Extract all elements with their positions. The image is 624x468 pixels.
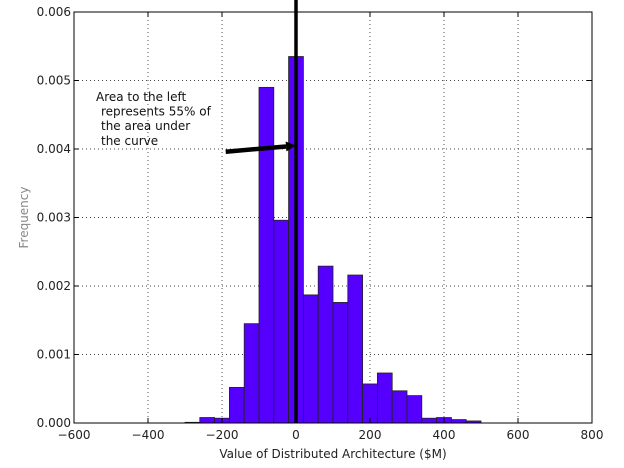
x-tick-label: 400 <box>433 428 456 442</box>
y-tick-label: 0.005 <box>37 74 71 88</box>
annotation-line: Area to the left <box>96 90 187 104</box>
histogram-bar <box>199 417 216 424</box>
x-tick-label: −200 <box>206 428 239 442</box>
x-tick-label: −600 <box>58 428 91 442</box>
x-tick-label: −400 <box>132 428 165 442</box>
x-axis-ticks: −600 −400 −200 0 200 400 600 800 <box>58 12 604 442</box>
x-tick-label: 800 <box>581 428 604 442</box>
annotation-line: represents 55% of <box>101 105 212 119</box>
x-tick-label: 600 <box>507 428 530 442</box>
y-tick-label: 0.002 <box>37 279 71 293</box>
y-tick-label: 0.004 <box>37 142 71 156</box>
histogram-bar <box>302 294 319 424</box>
histogram-bar <box>406 395 423 424</box>
histogram-bar <box>243 323 260 424</box>
x-tick-label: 200 <box>359 428 382 442</box>
annotation-line: the curve <box>101 134 158 148</box>
histogram-bar <box>421 417 437 424</box>
histogram-bar <box>317 265 334 424</box>
histogram-bars <box>184 56 482 424</box>
histogram-bar <box>376 372 393 424</box>
histogram-bar <box>258 86 275 424</box>
y-tick-label: 0.001 <box>37 348 71 362</box>
y-tick-label: 0.000 <box>37 416 71 430</box>
histogram-bar <box>450 419 467 424</box>
histogram-bar <box>332 302 349 424</box>
annotation-arrow-shaft <box>225 144 287 154</box>
y-tick-label: 0.003 <box>37 211 71 225</box>
histogram-bar <box>391 390 408 424</box>
y-axis-label: Frequency <box>17 187 31 249</box>
histogram-bar <box>347 274 363 424</box>
annotation-arrow-head <box>285 141 296 152</box>
annotation-line: the area under <box>101 119 190 133</box>
histogram-bar <box>362 383 378 424</box>
histogram-bar <box>228 386 245 424</box>
y-axis-ticks: 0.000 0.001 0.002 0.003 0.004 0.005 0.006 <box>37 5 592 430</box>
x-tick-label: 0 <box>292 428 300 442</box>
x-axis-label: Value of Distributed Architecture ($M) <box>219 447 446 461</box>
y-tick-label: 0.006 <box>37 5 71 19</box>
histogram-bar <box>273 219 289 424</box>
